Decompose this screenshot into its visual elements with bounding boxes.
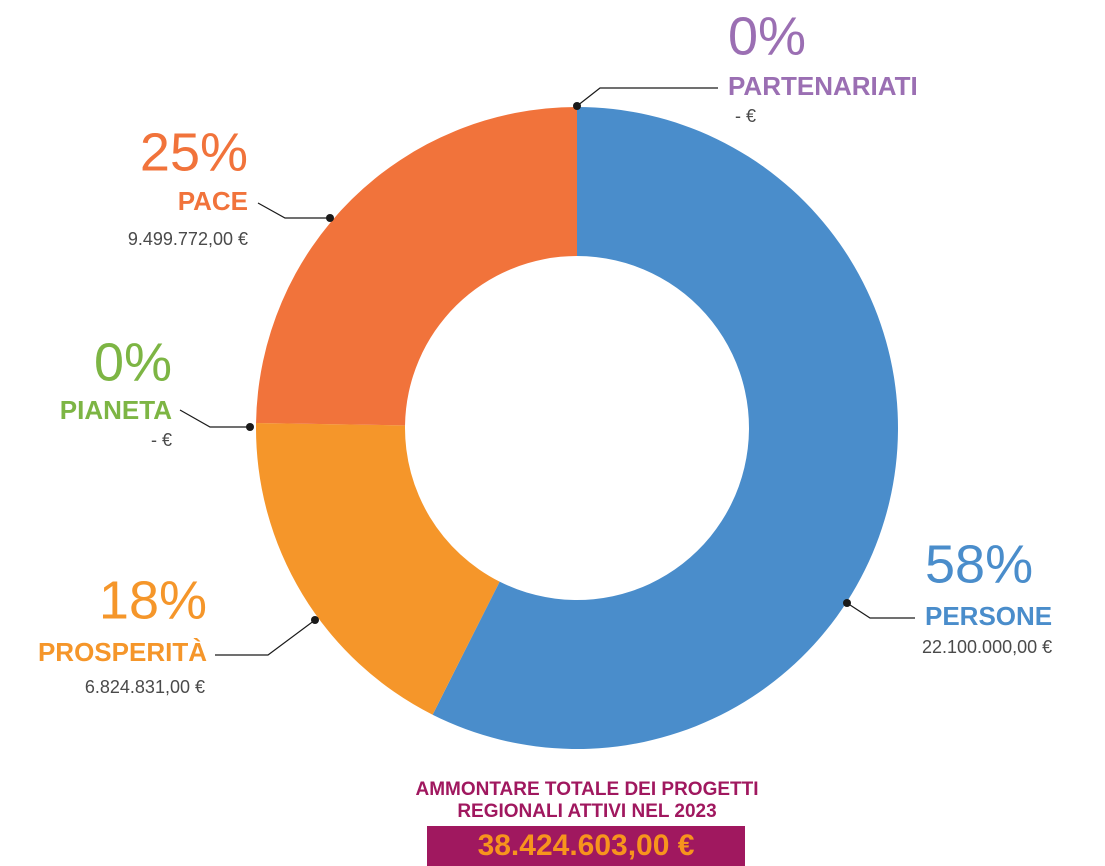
slice bbox=[255, 423, 500, 715]
total-value: 38.424.603,00 € bbox=[478, 829, 695, 862]
total-title: REGIONALI ATTIVI NEL 2023 bbox=[457, 801, 716, 822]
category-label: PIANETA bbox=[60, 395, 172, 425]
donut bbox=[255, 107, 898, 749]
leader-line bbox=[179, 409, 250, 428]
percent-label: 0% bbox=[728, 6, 806, 66]
category-label: PROSPERITÀ bbox=[38, 637, 207, 667]
amount-label: 6.824.831,00 € bbox=[85, 677, 205, 697]
amount-label: 22.100.000,00 € bbox=[922, 637, 1052, 657]
total-title: AMMONTARE TOTALE DEI PROGETTI bbox=[415, 779, 758, 800]
category-label: PACE bbox=[178, 186, 248, 216]
percent-label: 58% bbox=[925, 534, 1033, 594]
leader-dot bbox=[573, 102, 581, 110]
percent-label: 18% bbox=[99, 570, 207, 630]
amount-label: - € bbox=[735, 106, 756, 126]
amount-label: 9.499.772,00 € bbox=[128, 229, 248, 249]
leader-line bbox=[257, 202, 330, 219]
leader-line bbox=[846, 602, 915, 619]
percent-label: 0% bbox=[94, 332, 172, 392]
category-label: PARTENARIATI bbox=[728, 71, 918, 101]
slice bbox=[256, 107, 577, 426]
category-label: PERSONE bbox=[925, 601, 1052, 631]
leader-dot bbox=[311, 616, 319, 624]
total-box bbox=[427, 826, 745, 866]
leader-dot bbox=[246, 423, 254, 431]
leader-dot bbox=[326, 214, 334, 222]
percent-label: 25% bbox=[140, 122, 248, 182]
amount-label: - € bbox=[151, 430, 172, 450]
leader-dot bbox=[843, 599, 851, 607]
leader-line bbox=[215, 619, 316, 656]
slice bbox=[432, 107, 898, 749]
leader-line bbox=[576, 87, 718, 107]
